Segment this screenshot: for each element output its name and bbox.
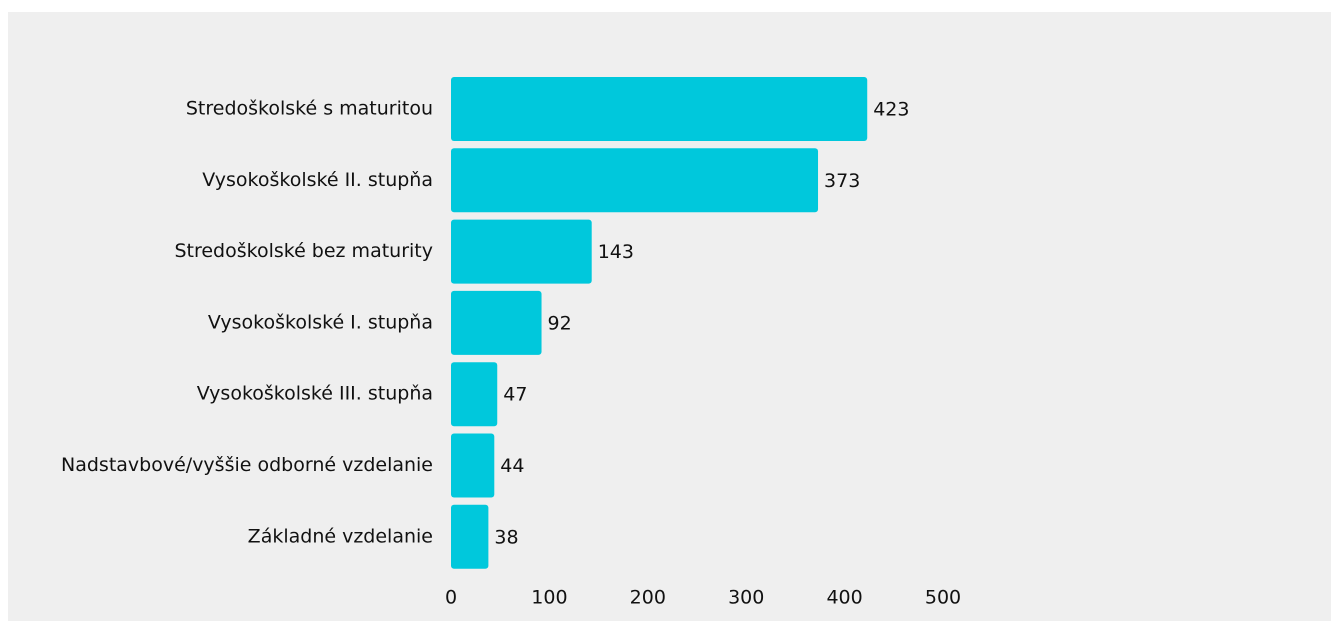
value-label-6: 38 xyxy=(494,526,518,548)
category-label-3: Vysokoškolské I. stupňa xyxy=(208,311,433,333)
bar-6 xyxy=(451,504,489,569)
category-label-2: Stredoškolské bez maturity xyxy=(174,240,433,262)
value-label-5: 44 xyxy=(500,455,524,477)
bar-0 xyxy=(451,77,868,141)
x-tick-label-5: 500 xyxy=(925,587,961,609)
bar-1 xyxy=(451,148,819,213)
bar-4 xyxy=(451,362,498,427)
value-label-4: 47 xyxy=(503,384,527,406)
x-tick-label-1: 100 xyxy=(531,587,567,609)
x-tick-label-3: 300 xyxy=(728,587,764,609)
category-label-4: Vysokoškolské III. stupňa xyxy=(197,383,433,405)
x-tick-label-4: 400 xyxy=(826,587,862,609)
category-label-0: Stredoškolské s maturitou xyxy=(186,98,433,120)
value-label-2: 143 xyxy=(598,241,634,263)
value-label-3: 92 xyxy=(548,312,572,334)
category-label-6: Základné vzdelanie xyxy=(248,525,433,547)
bar-5 xyxy=(451,433,495,498)
bar-3 xyxy=(451,290,542,355)
category-label-1: Vysokoškolské II. stupňa xyxy=(202,169,433,191)
value-label-1: 373 xyxy=(824,170,860,192)
category-label-5: Nadstavbové/vyššie odborné vzdelanie xyxy=(61,454,433,476)
value-label-0: 423 xyxy=(873,99,909,121)
bar-2 xyxy=(451,219,592,284)
x-tick-label-0: 0 xyxy=(445,587,457,609)
x-tick-label-2: 200 xyxy=(630,587,666,609)
